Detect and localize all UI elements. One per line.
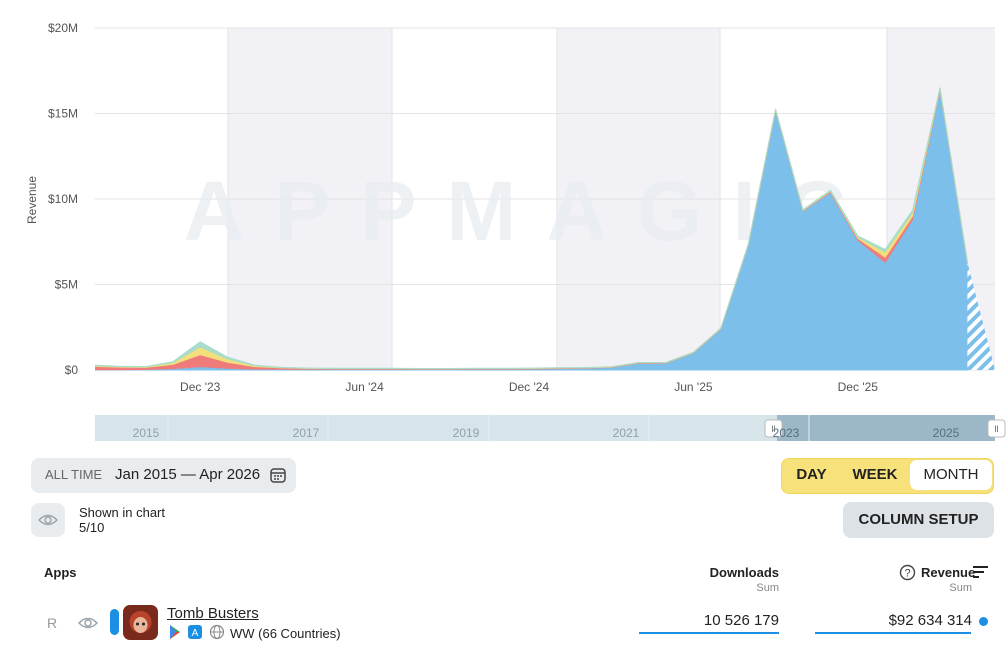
date-range[interactable] (31, 458, 296, 493)
x-tick-label: Dec '23 (180, 380, 221, 394)
svg-text:A: A (192, 628, 199, 639)
region: WW (66 Countries) (230, 626, 341, 641)
downloads-sub: Sum (756, 582, 779, 594)
y-tick-label: $10M (48, 192, 78, 206)
timeline-selection (777, 415, 995, 441)
y-tick-label: $0 (65, 363, 79, 377)
timeline-year: 2021 (613, 426, 640, 440)
svg-text:ll: ll (995, 424, 999, 434)
timeline-year: 2019 (453, 426, 480, 440)
eye-icon[interactable] (77, 614, 99, 632)
area (95, 87, 968, 370)
x-tick-label: Jun '25 (674, 380, 713, 394)
range-label: ALL TIME (45, 467, 103, 482)
series-dot (979, 617, 988, 626)
granularity-option[interactable]: MONTH (910, 460, 992, 490)
timeline-handle[interactable] (987, 419, 1006, 438)
x-tick-label: Jun '24 (345, 380, 384, 394)
app-name[interactable]: Tomb Busters (167, 605, 259, 622)
column-setup-button[interactable] (843, 502, 994, 538)
series-color (110, 609, 119, 635)
platform-icons: A (170, 624, 225, 640)
timeline-year: 2015 (133, 426, 160, 440)
svg-text:?: ? (904, 568, 910, 580)
revenue-bar (815, 632, 971, 634)
rank: R (47, 615, 58, 631)
revenue: $92 634 314 (888, 612, 972, 629)
visibility-button[interactable] (31, 503, 65, 537)
app-icon (123, 605, 158, 640)
svg-text:ll: ll (772, 424, 776, 434)
revenue-sub: Sum (949, 582, 972, 594)
x-tick-label: Dec '25 (838, 380, 879, 394)
timeline-year: 2023 (773, 426, 800, 440)
timeline-year: 2017 (293, 426, 320, 440)
y-tick-label: $20M (48, 21, 78, 35)
eye-icon (37, 514, 59, 526)
sort-icon[interactable] (972, 565, 990, 579)
downloads: 10 526 179 (703, 612, 779, 629)
timeline[interactable]: ll ll (95, 415, 1006, 441)
y-tick-label: $5M (55, 278, 78, 292)
y-tick-label: $15M (48, 107, 78, 121)
chart: $0 $5M $10M $15M $20M Dec '23 Jun '24 Dec '24 Ju… (25, 21, 1006, 441)
timeline-year: 2025 (933, 426, 960, 440)
help-icon[interactable]: ? (899, 564, 916, 581)
shown-count: 5/10 (79, 520, 105, 535)
apps-header: Apps (44, 565, 77, 580)
revenue-header[interactable]: Revenue (921, 565, 976, 580)
range: Jan 2015 — Apr 2026 (115, 466, 261, 483)
x-tick-label: Dec '24 (509, 380, 550, 394)
downloads-bar (639, 632, 779, 634)
granularity-option[interactable]: WEEK (852, 466, 898, 483)
y-axis-label: Revenue (25, 176, 39, 224)
shown-label: Shown in chart (79, 505, 165, 520)
granularity-option[interactable]: DAY (796, 466, 827, 483)
column-setup: COLUMN SETUP (858, 511, 979, 528)
calendar-icon[interactable] (269, 466, 287, 484)
projection-hatch (967, 262, 995, 370)
timeline-handle[interactable] (764, 419, 783, 438)
downloads-header[interactable]: Downloads (709, 565, 779, 580)
watermark: APPMAGIC (184, 164, 877, 258)
